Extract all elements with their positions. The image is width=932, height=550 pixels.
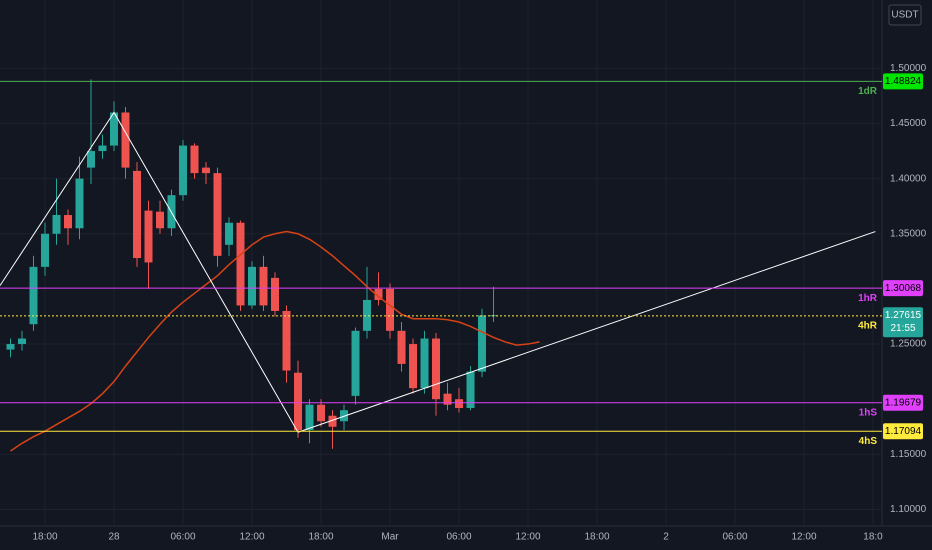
x-tick-label: 12:00 bbox=[792, 532, 817, 543]
candle-body bbox=[420, 338, 429, 389]
x-tick-label: 12:00 bbox=[516, 532, 541, 543]
level-badge bbox=[883, 280, 923, 297]
level-name: 1hS bbox=[859, 407, 878, 418]
candle-body bbox=[213, 173, 222, 256]
candle-body bbox=[340, 410, 349, 422]
candle-body bbox=[225, 222, 234, 245]
level-price: 1.48824 bbox=[885, 76, 922, 87]
level-price: 1.30068 bbox=[885, 283, 922, 294]
currency-box bbox=[888, 4, 922, 26]
candle-body bbox=[282, 310, 291, 371]
candle-body bbox=[455, 399, 464, 409]
candle-body bbox=[317, 404, 326, 422]
candle-body bbox=[478, 315, 487, 372]
candle-body bbox=[202, 167, 211, 174]
countdown: 21:55 bbox=[890, 323, 915, 334]
level-name: 1dR bbox=[858, 86, 878, 97]
candle-body bbox=[29, 266, 38, 325]
x-tick-label: 28 bbox=[108, 532, 120, 543]
y-tick-label: 1.25000 bbox=[890, 339, 927, 350]
candle-body bbox=[363, 299, 372, 331]
candle-body bbox=[236, 222, 245, 306]
x-tick-label: 18:00 bbox=[308, 532, 333, 543]
candle-body bbox=[386, 288, 395, 331]
moving-average bbox=[10, 230, 540, 452]
candle-body bbox=[248, 266, 257, 306]
candle-body bbox=[18, 338, 27, 345]
candle-body bbox=[271, 277, 280, 311]
x-tick-label: 18:00 bbox=[585, 532, 610, 543]
candle-body bbox=[351, 330, 360, 396]
candle-body bbox=[259, 266, 268, 306]
y-tick-label: 1.10000 bbox=[890, 504, 927, 515]
candle-body bbox=[110, 112, 119, 146]
candle-body bbox=[466, 371, 475, 409]
candle-body bbox=[409, 344, 418, 389]
candle-body bbox=[179, 145, 188, 196]
last-price: 1.27615 bbox=[885, 310, 922, 321]
last-price-badge bbox=[883, 307, 923, 338]
level-price: 1.19679 bbox=[885, 397, 922, 408]
candle-body bbox=[133, 170, 142, 259]
y-tick-label: 1.15000 bbox=[890, 449, 927, 460]
trend-line bbox=[0, 111, 299, 433]
candle-body bbox=[75, 178, 84, 229]
candle-body bbox=[305, 404, 314, 431]
level-badge bbox=[883, 394, 923, 411]
candle-body bbox=[41, 233, 50, 267]
candle-body bbox=[397, 330, 406, 364]
candle-body bbox=[64, 215, 73, 229]
candle-body bbox=[6, 344, 15, 350]
x-tick-label: 12:00 bbox=[239, 532, 264, 543]
candle-body bbox=[294, 372, 303, 431]
candle-body bbox=[98, 145, 107, 152]
candle-body bbox=[190, 145, 199, 174]
y-tick-label: 1.50000 bbox=[890, 63, 927, 74]
x-tick-label: 06:00 bbox=[723, 532, 748, 543]
y-tick-label: 1.40000 bbox=[890, 173, 927, 184]
candle-body bbox=[87, 151, 96, 168]
candle-body bbox=[432, 338, 441, 400]
x-tick-label: 06:00 bbox=[446, 532, 471, 543]
y-tick-label: 1.45000 bbox=[890, 118, 927, 129]
candle-body bbox=[374, 288, 383, 300]
level-badge bbox=[883, 73, 923, 90]
level-name: 4hR bbox=[858, 321, 878, 332]
x-tick-label: 18:0 bbox=[863, 532, 883, 543]
candle-body bbox=[52, 215, 61, 234]
candle-body bbox=[328, 415, 337, 427]
level-name: 4hS bbox=[859, 436, 878, 447]
level-name: 1hR bbox=[858, 293, 878, 304]
candle-body bbox=[144, 210, 153, 263]
x-tick-label: 18:00 bbox=[32, 532, 57, 543]
y-tick-label: 1.35000 bbox=[890, 228, 927, 239]
candle-body bbox=[443, 393, 452, 405]
candle-body bbox=[121, 112, 130, 168]
level-badge bbox=[883, 423, 923, 440]
trend-line bbox=[297, 231, 876, 433]
currency-label: USDT bbox=[891, 10, 918, 21]
level-price: 1.17094 bbox=[885, 426, 922, 437]
x-tick-label: 2 bbox=[663, 532, 669, 543]
x-tick-label: Mar bbox=[381, 532, 399, 543]
candle-body bbox=[156, 211, 165, 229]
x-tick-label: 06:00 bbox=[170, 532, 195, 543]
